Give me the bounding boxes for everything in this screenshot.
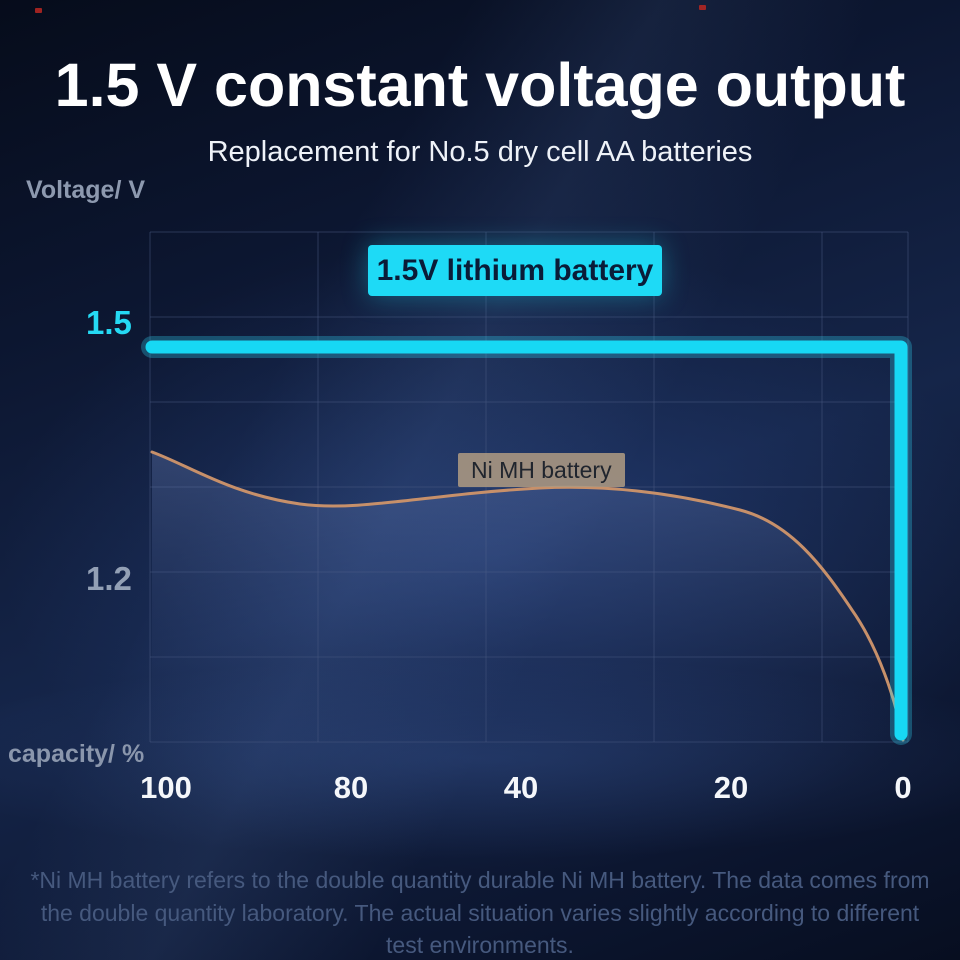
lithium-line-glow [141,336,912,745]
x-axis-label: capacity/ % [8,740,145,768]
nimh-curve-line [150,450,905,742]
grid-lines [149,231,909,743]
disclaimer-line-3: test environments. [386,932,574,959]
page-title: 1.5 V constant voltage output [54,51,906,119]
red-speck [699,5,706,10]
y-tick-1-2: 1.2 [86,560,132,597]
lithium-series-label: 1.5V lithium battery [368,245,662,296]
x-tick-40: 40 [503,770,539,805]
x-tick-80: 80 [333,770,369,805]
red-speck [35,8,42,13]
nimh-curve-area [152,452,903,742]
x-tick-0: 0 [894,770,912,805]
x-tick-100: 100 [140,770,192,805]
y-axis-label: Voltage/ V [26,176,146,204]
disclaimer-line-2: the double quantity laboratory. The actu… [40,899,920,926]
x-tick-20: 20 [713,770,749,805]
page-subtitle: Replacement for No.5 dry cell AA batteri… [207,136,753,168]
disclaimer-text: *Ni MH battery refers to the double quan… [0,864,960,960]
lithium-line [145,340,908,741]
y-tick-1-5: 1.5 [86,304,132,341]
disclaimer-line-1: *Ni MH battery refers to the double quan… [30,867,930,893]
nimh-series-label: Ni MH battery [458,453,625,487]
